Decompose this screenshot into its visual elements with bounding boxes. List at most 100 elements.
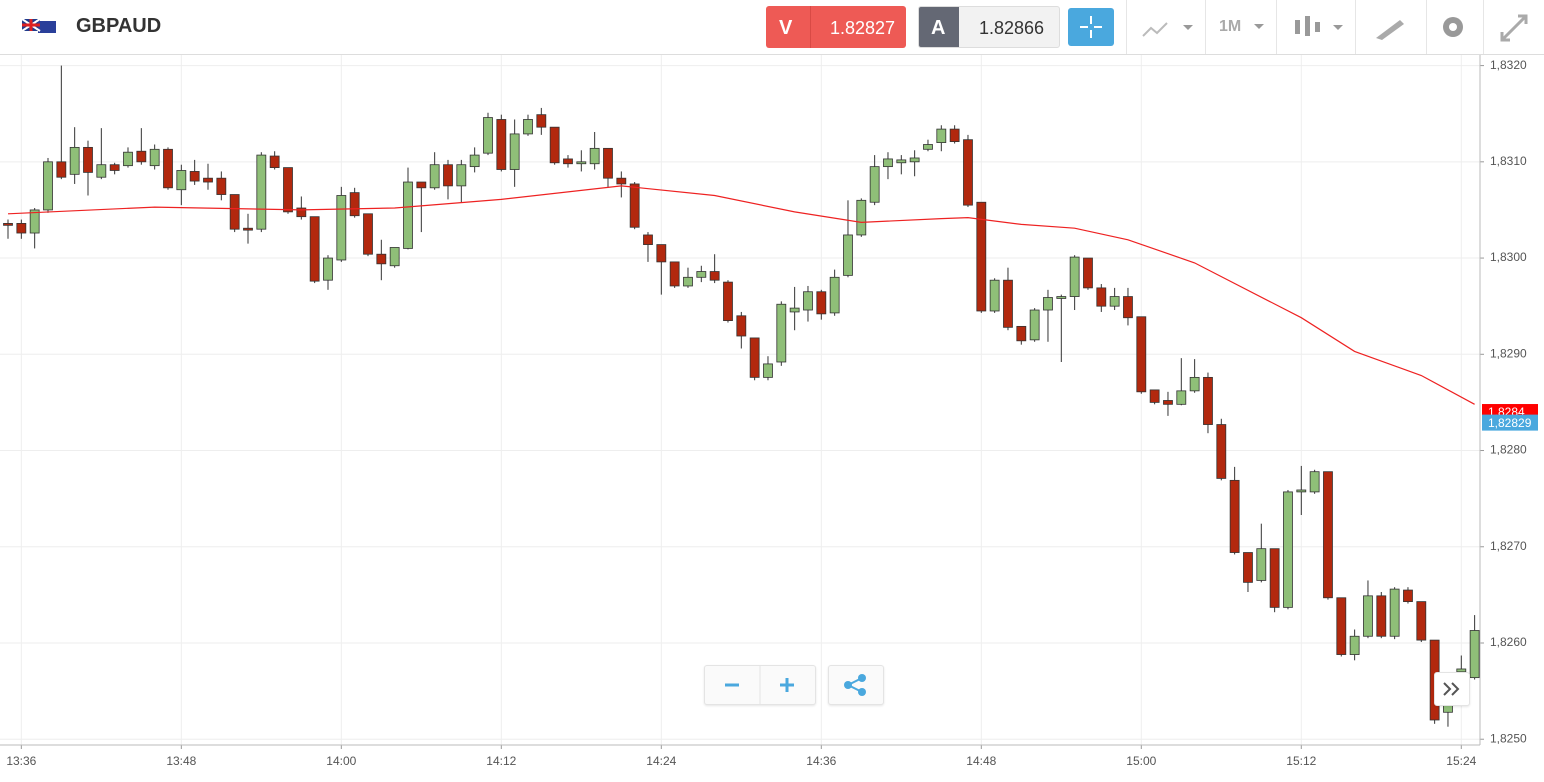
candle-body (683, 276, 693, 287)
buy-button[interactable]: A 1.82866 (918, 6, 1060, 48)
candle-body (576, 161, 587, 165)
candle-body (536, 114, 547, 128)
candle-body (216, 177, 227, 195)
candle-body (883, 158, 893, 168)
draw-button[interactable] (1355, 0, 1426, 54)
buy-price: 1.82866 (979, 18, 1045, 38)
candle-body (696, 271, 707, 278)
candle-body (923, 144, 933, 150)
candle-body (616, 177, 627, 185)
candle-body (403, 181, 413, 249)
settings-button[interactable] (1426, 0, 1483, 54)
candle-body (1109, 296, 1120, 307)
symbol: GBPAUD (76, 15, 162, 37)
chart-type-button[interactable] (1126, 0, 1205, 54)
x-tick-label: 13:36 (6, 754, 36, 768)
candle-body (1189, 376, 1200, 392)
candle-body (789, 307, 800, 313)
candle-style-button[interactable] (1276, 0, 1355, 54)
candle-body (1256, 548, 1267, 581)
candle-body (3, 223, 13, 226)
candle-body (203, 177, 213, 183)
candle-body (189, 171, 200, 182)
candle-body (296, 207, 307, 218)
y-tick-label: 1,8270 (1490, 539, 1527, 553)
candle-body (589, 147, 600, 165)
crosshair-button[interactable] (1068, 8, 1114, 46)
candle-body (509, 133, 520, 170)
candle-body (803, 291, 813, 311)
candle-body (603, 147, 613, 179)
candle-body (1056, 296, 1067, 299)
candle-body (56, 161, 67, 178)
candle-body (1003, 279, 1013, 328)
candle-body (523, 119, 533, 135)
candle-body (29, 209, 40, 234)
y-tick-label: 1,8250 (1490, 731, 1527, 745)
candle-body (1349, 635, 1360, 655)
candle-body (109, 164, 120, 171)
candle-body (1163, 400, 1173, 405)
fullscreen-button[interactable] (1483, 0, 1544, 54)
candle-body (136, 150, 147, 163)
candle-body (709, 271, 720, 281)
candle-body (83, 146, 93, 173)
candle-body (1016, 325, 1027, 342)
x-tick-label: 14:36 (806, 754, 836, 768)
candle-body (656, 244, 667, 263)
y-tick-label: 1,8300 (1490, 250, 1527, 264)
candle-body (1029, 309, 1040, 341)
candle-body (936, 128, 947, 143)
candle-body (456, 164, 467, 187)
candle-body (843, 234, 853, 276)
scroll-end-button[interactable] (1434, 672, 1470, 706)
candle-body (563, 158, 573, 165)
candle-body (549, 126, 560, 164)
timeframe-button[interactable]: 1M (1205, 0, 1276, 54)
x-tick-label: 15:00 (1126, 754, 1156, 768)
candle-body (1069, 256, 1080, 297)
candle-body (736, 315, 747, 337)
candle-body (989, 279, 1000, 312)
candle-body (229, 194, 240, 230)
candle-body (149, 148, 160, 167)
candle-body (389, 247, 400, 267)
candle-body (1469, 630, 1480, 679)
candle-body (323, 257, 333, 281)
candle-body (1456, 668, 1467, 673)
share-button[interactable] (828, 665, 884, 705)
candle-body (483, 117, 493, 154)
sell-button[interactable]: V 1.82827 (766, 6, 906, 48)
candle-body (976, 201, 987, 312)
candle-body (243, 227, 253, 231)
candle-body (963, 139, 973, 206)
candle-body (269, 155, 280, 168)
sell-price: 1.82827 (830, 18, 896, 38)
candle-body (1083, 257, 1093, 289)
candle-body (816, 291, 827, 315)
candle-body (1149, 389, 1160, 403)
x-tick-label: 15:12 (1286, 754, 1316, 768)
candle-body (829, 276, 840, 314)
candle-body (1203, 376, 1213, 425)
candle-body (896, 159, 907, 164)
price-tag-label: 1,82829 (1488, 416, 1532, 430)
x-tick-label: 14:12 (486, 754, 516, 768)
candle-body (1323, 471, 1333, 599)
candle-body (1216, 424, 1227, 479)
candle-body (1403, 589, 1413, 603)
candle-body (1389, 588, 1400, 637)
candle-body (1336, 597, 1347, 655)
candle-body (416, 181, 427, 189)
sell-label: V (779, 17, 793, 39)
candle-body (1123, 296, 1133, 319)
candle-body (1376, 595, 1387, 637)
candle-body (1243, 552, 1253, 583)
candle-body (949, 128, 960, 143)
candle-body (1176, 390, 1187, 405)
x-tick-label: 13:48 (166, 754, 196, 768)
candle-body (123, 151, 133, 167)
candle-body (1363, 595, 1373, 637)
candle-body (856, 199, 867, 236)
